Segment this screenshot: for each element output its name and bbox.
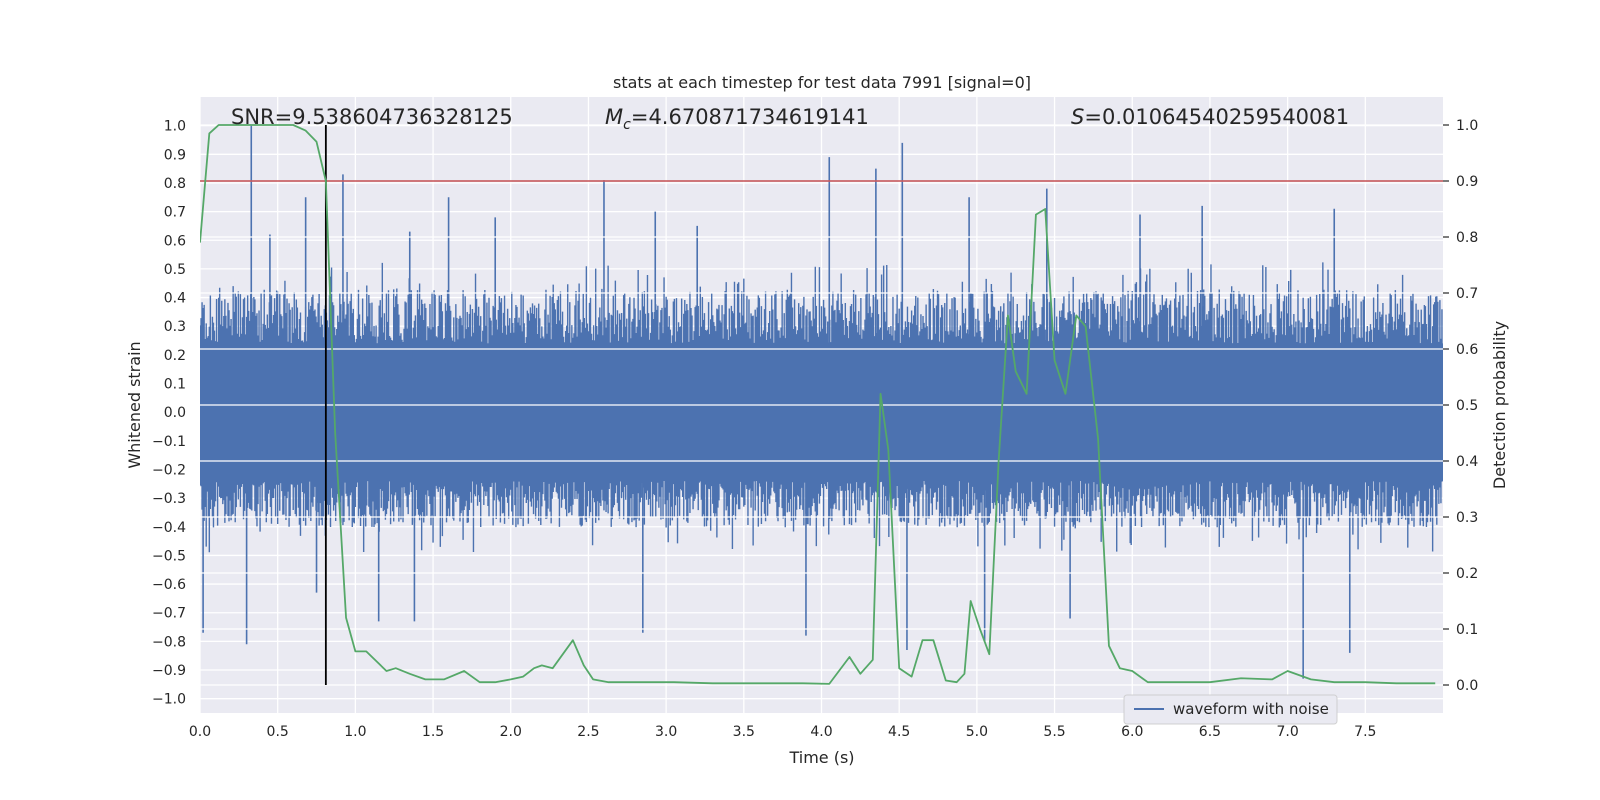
y2-tick-label: 0.0 (1456, 678, 1478, 694)
waveform-core-band (200, 343, 1443, 481)
x-tick-label: 4.0 (810, 724, 832, 740)
x-axis-label: Time (s) (788, 748, 854, 767)
y-tick-label: 0.7 (164, 205, 186, 221)
y-tick-label: −1.0 (152, 692, 186, 708)
x-tick-label: 2.5 (577, 724, 599, 740)
y-tick-label: 0.8 (164, 176, 186, 192)
y-tick-label: 1.0 (164, 119, 186, 135)
waveform-series (200, 125, 1443, 679)
y2-tick-labels: 1.0 0.9 0.8 0.7 0.6 0.5 0.4 0.3 0.2 0.1 0.0 (1443, 118, 1478, 694)
overlay-series (200, 124, 1443, 685)
y-tick-label: −0.7 (152, 606, 186, 622)
y2-tick-label: 0.2 (1456, 566, 1478, 582)
x-tick-label: 7.5 (1354, 724, 1376, 740)
snr-value: 9.538604736328125 (292, 105, 512, 129)
legend-entry-waveform: waveform with noise (1173, 700, 1329, 718)
y-axis-label: Whitened strain (125, 341, 144, 468)
x-tick-label: 5.5 (1043, 724, 1065, 740)
x-tick-label: 6.5 (1199, 724, 1221, 740)
snr-annotation: SNR=9.538604736328125 (231, 105, 513, 129)
y2-tick-label: 0.8 (1456, 230, 1478, 246)
y2-tick-label: 0.9 (1456, 174, 1478, 190)
x-tick-label: 1.0 (344, 724, 366, 740)
y-tick-label: 0.6 (164, 233, 186, 249)
x-tick-label: 5.0 (966, 724, 988, 740)
x-tick-label: 7.0 (1276, 724, 1298, 740)
x-tick-labels: 0.0 0.5 1.0 1.5 2.0 2.5 3.0 3.5 4.0 4.5 5.0 5.5 6.0 6… (189, 724, 1377, 740)
y2-tick-label: 0.3 (1456, 510, 1478, 526)
mc-value: 4.670871734619141 (648, 105, 868, 129)
s-annotation: S=0.01064540259540081 (1071, 105, 1349, 129)
y-tick-label: 0.3 (164, 319, 186, 335)
y2-tick-label: 1.0 (1456, 118, 1478, 134)
x-tick-label: 0.5 (267, 724, 289, 740)
x-tick-label: 3.0 (655, 724, 677, 740)
legend: waveform with noise (1123, 694, 1338, 725)
y2-tick-label: 0.5 (1456, 398, 1478, 414)
mc-subscript: c (623, 117, 631, 133)
y-tick-label: 0.4 (164, 291, 186, 307)
y2-tick-label: 0.1 (1456, 622, 1478, 638)
y-tick-label: −0.2 (152, 462, 186, 478)
snr-label: SNR (231, 105, 275, 129)
legend-box (1123, 694, 1338, 725)
y-tick-label: −0.1 (152, 434, 186, 450)
mc-annotation: Mc=4.670871734619141 (605, 105, 869, 133)
x-tick-label: 6.0 (1121, 724, 1143, 740)
mc-label: M (605, 105, 623, 129)
y-tick-label: −0.8 (152, 634, 186, 650)
y2-axis-label: Detection probability (1490, 321, 1509, 489)
chart-title: stats at each timestep for test data 799… (613, 73, 1031, 92)
x-tick-label: 1.5 (422, 724, 444, 740)
x-tick-label: 4.5 (888, 724, 910, 740)
y-tick-labels: 1.0 0.9 0.8 0.7 0.6 0.5 0.4 0.3 0.2 0.1 0.0 −0.1 −0.… (152, 119, 186, 708)
x-tick-label: 3.5 (733, 724, 755, 740)
y-tick-label: 0.2 (164, 348, 186, 364)
x-tick-label: 2.0 (500, 724, 522, 740)
y-tick-label: 0.9 (164, 147, 186, 163)
y-tick-label: −0.5 (152, 548, 186, 564)
y-tick-label: −0.6 (152, 577, 186, 593)
y2-tick-label: 0.6 (1456, 342, 1478, 358)
s-label: S (1071, 105, 1084, 129)
y-tick-label: −0.4 (152, 520, 186, 536)
x-tick-label: 0.0 (189, 724, 211, 740)
probability-curve (200, 124, 1436, 685)
y-tick-label: 0.5 (164, 262, 186, 278)
y-tick-label: 0.1 (164, 377, 186, 393)
y-tick-label: 0.0 (164, 405, 186, 421)
y-tick-label: −0.9 (152, 663, 186, 679)
y2-tick-label: 0.7 (1456, 286, 1478, 302)
y-tick-label: −0.3 (152, 491, 186, 507)
s-value: 0.01064540259540081 (1102, 105, 1349, 129)
y2-tick-label: 0.4 (1456, 454, 1478, 470)
